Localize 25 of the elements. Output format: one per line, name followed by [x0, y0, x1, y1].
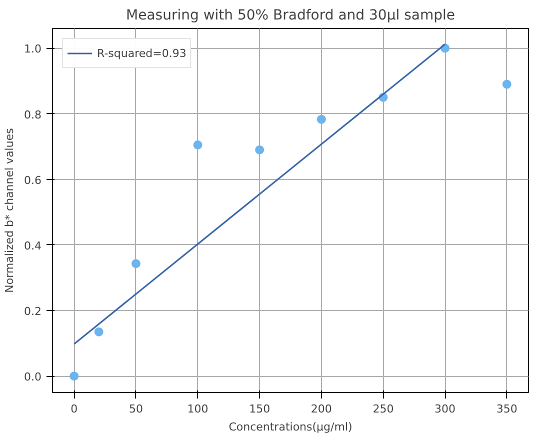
x-tick-label: 150 [249, 402, 270, 416]
y-tick-label: 0.8 [24, 108, 42, 122]
y-tick-label: 0.6 [24, 174, 42, 187]
y-axis-title: Normalized b* channel values [3, 128, 16, 293]
x-tick-label: 200 [310, 402, 332, 416]
x-tick-label: 0 [70, 402, 78, 416]
point [193, 140, 202, 150]
y-tick-label: 1.0 [24, 42, 42, 56]
point [70, 372, 79, 381]
point [131, 259, 140, 268]
x-tick-label: 250 [372, 402, 394, 416]
chart-title: Measuring with 50% Bradford and 30µl sample [126, 8, 455, 24]
x-tick-label: 350 [496, 402, 518, 416]
legend-label: R-squared=0.93 [97, 46, 186, 60]
y-tick-label: 0.0 [24, 370, 42, 384]
point [316, 114, 326, 124]
point [255, 145, 264, 154]
x-tick-label: 50 [128, 402, 143, 416]
x-tick-label: 300 [434, 402, 456, 416]
point [94, 327, 104, 336]
y-tick-label: 0.4 [24, 239, 42, 252]
x-axis-title: Concentrations(µg/ml) [228, 420, 352, 434]
x-tick-label: 100 [187, 402, 208, 416]
y-tick-label: 0.2 [24, 305, 42, 318]
point [502, 80, 512, 89]
